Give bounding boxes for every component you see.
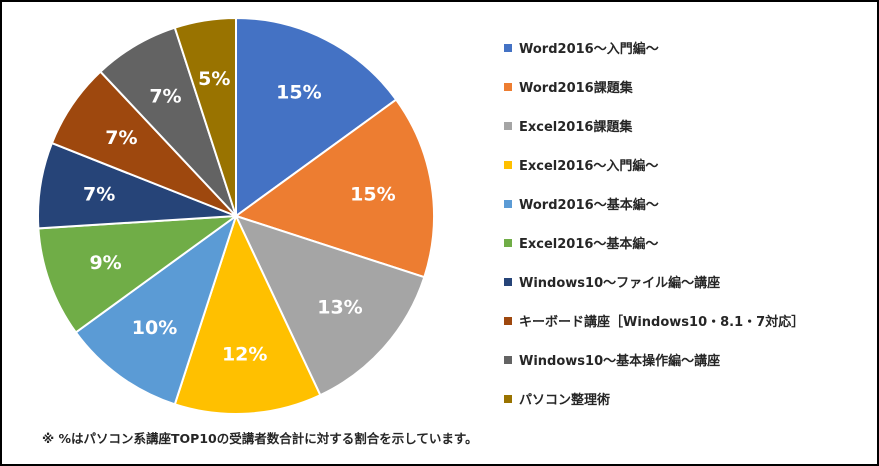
legend-label: Excel2016課題集	[519, 120, 633, 135]
legend-swatch	[504, 355, 512, 364]
pie-data-label-6: 9%	[89, 252, 121, 274]
pie-data-label-10: 5%	[198, 68, 230, 90]
legend-label: Excel2016～入門編～	[519, 159, 659, 174]
legend-item-6: Excel2016～基本編～	[504, 223, 864, 262]
legend-swatch	[504, 277, 512, 286]
pie-data-label-9: 7%	[149, 86, 181, 108]
legend-swatch	[504, 121, 512, 130]
pie-data-label-5: 10%	[132, 317, 177, 339]
footnote: ※ %はパソコン系講座TOP10の受講者数合計に対する割合を示しています。	[42, 431, 478, 446]
pie-data-label-7: 7%	[83, 183, 115, 205]
pie-data-label-2: 15%	[350, 183, 395, 205]
legend-item-4: Excel2016～入門編～	[504, 145, 864, 184]
legend-swatch	[504, 394, 512, 403]
legend-item-7: Windows10～ファイル編～講座	[504, 262, 864, 301]
pie-slice-4	[173, 213, 322, 415]
pie-slice-3	[234, 214, 426, 397]
legend-label: パソコン整理術	[519, 393, 611, 408]
pie-slice-2	[233, 98, 435, 279]
legend-item-2: Word2016課題集	[504, 67, 864, 106]
legend-label: Excel2016～基本編～	[519, 237, 659, 252]
legend-item-9: Windows10～基本操作編～講座	[504, 340, 864, 379]
legend-swatch	[504, 238, 512, 247]
legend-swatch	[504, 199, 512, 208]
pie-data-label-3: 13%	[317, 297, 362, 319]
legend-label: キーボード講座［Windows10・8.1・7対応］	[519, 315, 805, 330]
legend-swatch	[504, 82, 512, 91]
pie-slice-5	[74, 213, 238, 406]
legend-item-5: Word2016～基本編～	[504, 184, 864, 223]
legend-label: Word2016～入門編～	[519, 42, 659, 57]
legend-item-3: Excel2016課題集	[504, 106, 864, 145]
legend-item-1: Word2016～入門編～	[504, 28, 864, 67]
legend-swatch	[504, 316, 512, 325]
pie-slices	[37, 16, 435, 415]
legend-item-8: キーボード講座［Windows10・8.1・7対応］	[504, 301, 864, 340]
pie-data-label-4: 12%	[222, 343, 267, 365]
pie-slice-1	[235, 16, 398, 218]
legend-item-10: パソコン整理術	[504, 379, 864, 418]
pie-data-label-1: 15%	[276, 82, 321, 104]
pie-labels: 15% 15% 13% 12% 10% 9% 7% 7% 7% 5%	[83, 68, 396, 365]
pie-slice-6	[37, 214, 240, 334]
legend-label: Word2016課題集	[519, 81, 633, 96]
legend-label: Word2016～基本編～	[519, 198, 659, 213]
legend-label: Windows10～ファイル編～講座	[519, 276, 721, 291]
legend-swatch	[504, 160, 512, 169]
legend-label: Windows10～基本操作編～講座	[519, 354, 721, 369]
legend-swatch	[504, 43, 512, 52]
pie-data-label-8: 7%	[105, 127, 137, 149]
chart-legend: Word2016～入門編～ Word2016課題集 Excel2016課題集 Exce…	[504, 28, 864, 418]
pie-slice-10	[173, 16, 237, 217]
